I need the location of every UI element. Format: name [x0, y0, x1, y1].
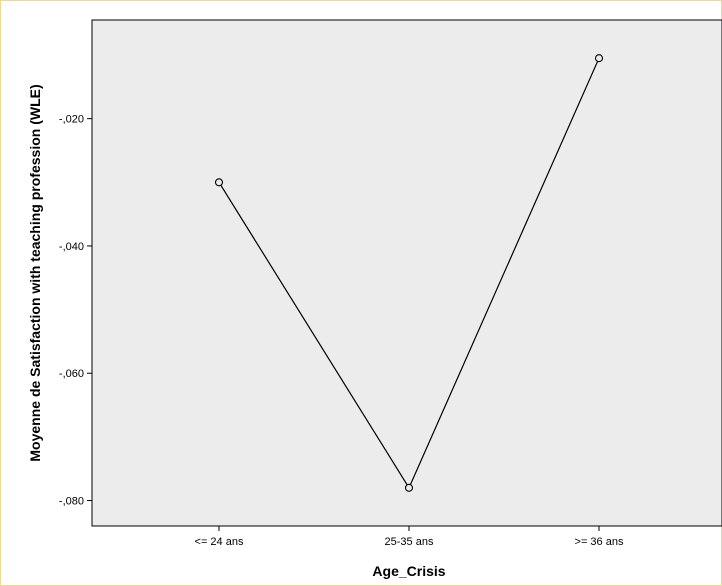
plot-area [91, 19, 722, 527]
y-axis-title: Moyenne de Satisfaction with teaching pr… [27, 84, 43, 461]
x-tick-label: 25-35 ans [385, 536, 434, 548]
y-axis-ticks: -,020 -,040 -,060 -,080 [59, 114, 92, 508]
data-point-marker [214, 178, 224, 187]
y-tick-label: -,040 [59, 241, 84, 253]
data-point-marker [404, 483, 414, 492]
x-tick-label: >= 36 ans [575, 536, 624, 548]
series-layer [214, 54, 604, 492]
y-tick-label: -,080 [59, 496, 84, 508]
y-tick-label: -,020 [59, 114, 84, 126]
x-tick-label: <= 24 ans [195, 536, 244, 548]
y-tick-label: -,060 [59, 368, 84, 380]
x-axis-ticks: <= 24 ans 25-35 ans >= 36 ans [195, 526, 624, 548]
x-axis-title: Age_Crisis [372, 563, 445, 579]
data-point-marker [594, 54, 604, 63]
